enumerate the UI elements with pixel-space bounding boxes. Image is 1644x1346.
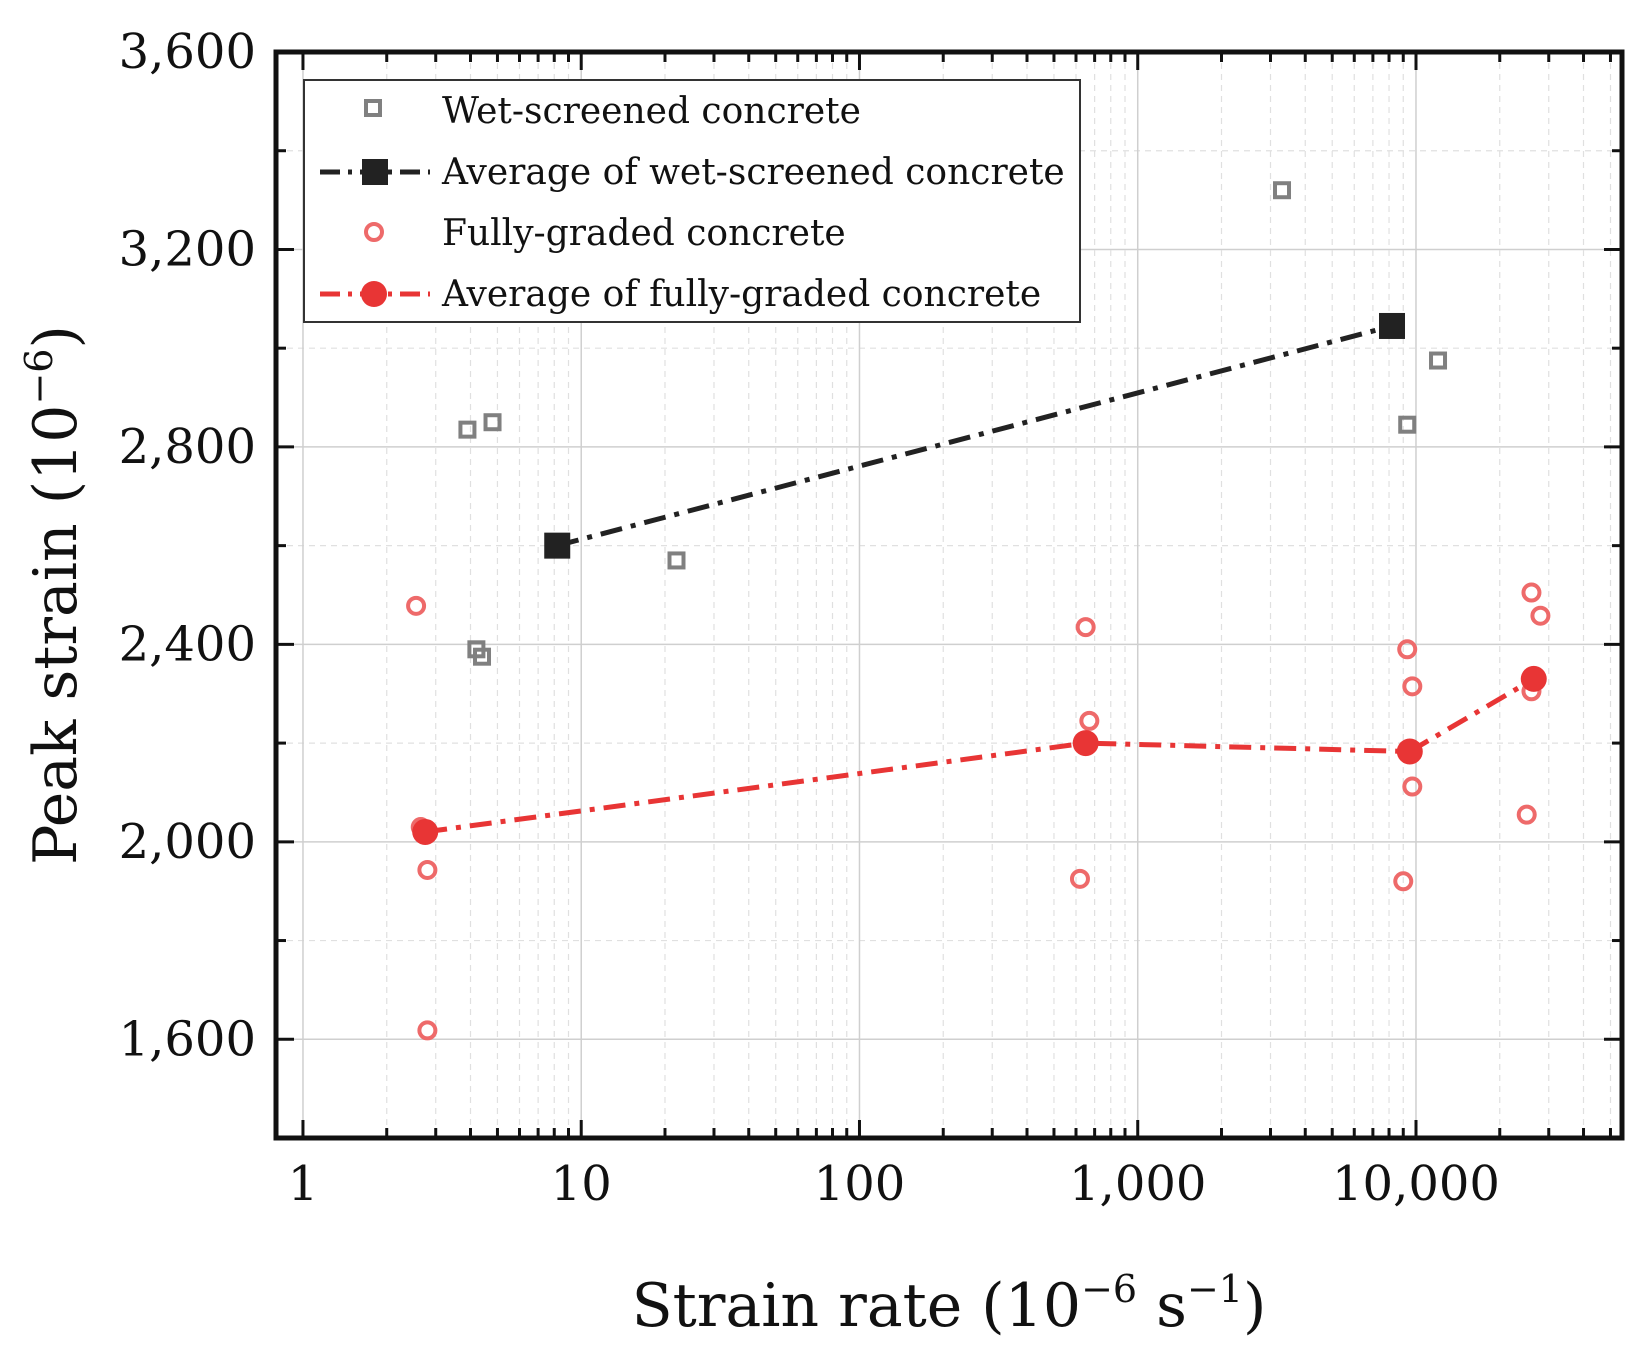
legend-wet-marker	[364, 99, 382, 117]
wet-screened-point	[1398, 415, 1417, 434]
wet-average-point	[544, 532, 571, 559]
x-tick-label: 1,000	[1069, 1156, 1206, 1212]
legend-full-label: Fully-graded concrete	[442, 213, 846, 254]
fully-graded-point	[1075, 617, 1096, 638]
x-tick-label: 1	[288, 1156, 319, 1212]
x-tick-label: 10,000	[1332, 1156, 1500, 1212]
fully-graded-point	[417, 859, 438, 880]
wet-average-line	[556, 323, 1393, 549]
data-points-layer	[406, 181, 1551, 1041]
wet-screened-point	[1273, 181, 1292, 200]
full-average-point	[1520, 665, 1547, 692]
fully-graded-point	[1521, 582, 1542, 603]
fully-graded-point	[1397, 639, 1418, 660]
y-tick-label: 1,600	[119, 1011, 256, 1067]
fully-graded-point	[1079, 710, 1100, 731]
fully-graded-point	[1069, 868, 1090, 889]
wet-screened-point	[473, 647, 492, 666]
plot-frame	[273, 49, 1625, 1141]
y-tick-label: 3,600	[119, 24, 256, 80]
y-tick-label: 3,200	[119, 221, 256, 277]
full-average-line	[424, 676, 1536, 835]
legend-full-marker	[364, 222, 384, 242]
x-tick-labels: 1 10 100 1,000 10,000	[288, 1156, 1500, 1212]
fully-graded-point	[1402, 676, 1423, 697]
wet-screened-point	[483, 413, 502, 432]
fully-graded-point	[1393, 871, 1414, 892]
full-average-point	[1396, 738, 1423, 765]
y-tick-label: 2,400	[119, 616, 256, 672]
legend: Wet-screened concrete Average of wet-scr…	[303, 79, 1081, 323]
wet-screened-point	[667, 551, 686, 570]
legend-full-average-label: Average of fully-graded concrete	[441, 274, 1041, 315]
full-average-point	[1072, 730, 1099, 757]
y-axis-title: Peak strain (10−6)	[17, 325, 91, 865]
fully-graded-point	[1516, 804, 1537, 825]
x-tick-label: 10	[551, 1156, 612, 1212]
fully-graded-point	[417, 1020, 438, 1041]
legend-wet-average-marker	[362, 159, 388, 185]
legend-full-average-marker	[361, 281, 387, 307]
y-tick-label: 2,000	[119, 814, 256, 870]
x-tick-label: 100	[814, 1156, 906, 1212]
wet-average-point	[1379, 312, 1406, 339]
wet-screened-point	[458, 420, 477, 439]
fully-graded-point	[406, 595, 427, 616]
average-lines-layer	[424, 323, 1536, 835]
wet-screened-point	[1429, 351, 1448, 370]
legend-wet-average-label: Average of wet-screened concrete	[441, 152, 1065, 193]
fully-graded-point	[1530, 605, 1551, 626]
fully-graded-point	[1402, 776, 1423, 797]
full-average-point	[412, 818, 439, 845]
y-tick-labels: 1,600 2,000 2,400 2,800 3,200 3,600	[119, 24, 256, 1067]
y-tick-label: 2,800	[119, 419, 256, 475]
x-axis-title: Strain rate (10−6 s−1)	[632, 1267, 1267, 1341]
legend-wet-label: Wet-screened concrete	[442, 91, 861, 132]
legend-box	[303, 79, 1081, 323]
